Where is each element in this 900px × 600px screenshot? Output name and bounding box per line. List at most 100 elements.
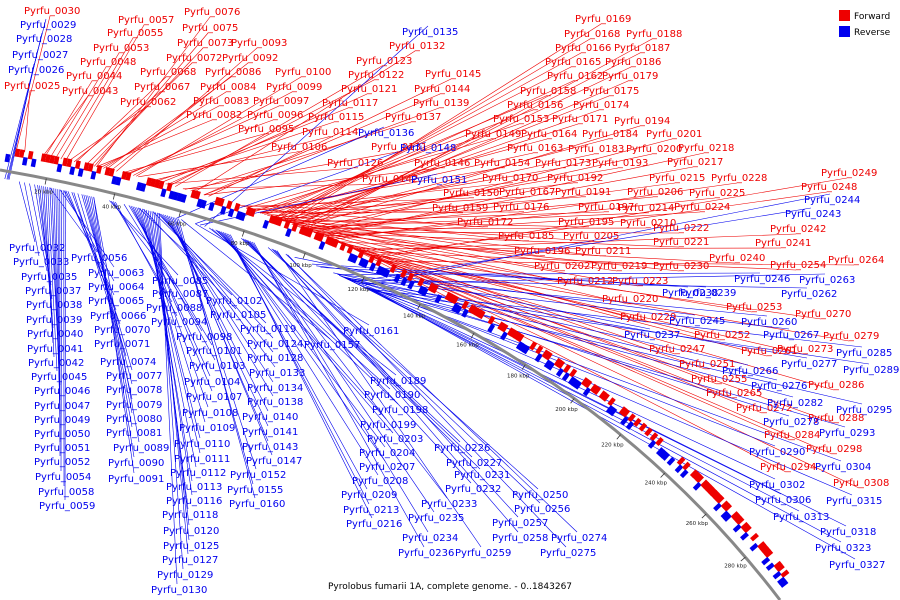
gene-label: Pyrfu_0048 [80, 57, 136, 68]
gene-label: Pyrfu_0157 [304, 340, 360, 351]
gene-label: Pyrfu_0032 [9, 243, 65, 254]
leader-line [314, 138, 673, 233]
leader-line [246, 239, 472, 484]
leader-line [339, 275, 776, 480]
leader-line [87, 195, 133, 414]
leader-line [298, 226, 639, 287]
leader-line [64, 190, 67, 501]
leader-line [194, 50, 416, 193]
forward-gene [49, 155, 56, 164]
scale-tick [302, 252, 306, 259]
leader-line [341, 276, 778, 381]
reverse-gene [765, 562, 775, 571]
gene-label: Pyrfu_0108 [182, 408, 238, 419]
reverse-gene [219, 205, 227, 215]
gene-label: Pyrfu_0103 [189, 361, 245, 372]
gene-label: Pyrfu_0063 [88, 268, 144, 279]
forward-gene [477, 310, 486, 320]
forward-gene [633, 417, 642, 427]
leader-line [345, 277, 790, 330]
reverse-gene [358, 257, 366, 267]
reverse-gene [140, 182, 147, 192]
forward-gene [580, 377, 590, 387]
forward-gene [474, 308, 483, 318]
forward-gene [272, 215, 280, 226]
gene-label: Pyrfu_0197 [578, 202, 634, 213]
leader-line [60, 189, 63, 472]
gene-label: Pyrfu_0151 [411, 175, 467, 186]
gene-label: Pyrfu_0251 [679, 359, 735, 370]
forward-gene [708, 487, 717, 497]
leader-line [287, 254, 567, 548]
leader-line [337, 272, 761, 275]
gene-label: Pyrfu_0203 [367, 434, 423, 445]
forward-gene [713, 492, 722, 502]
gene-label: Pyrfu_0033 [13, 257, 69, 268]
reverse-gene [713, 502, 722, 512]
leader-line [59, 189, 115, 268]
forward-gene [399, 269, 408, 279]
gene-label: Pyrfu_0070 [94, 325, 150, 336]
leader-line [259, 109, 534, 214]
gene-label: Pyrfu_0160 [229, 499, 285, 510]
leader-line [305, 38, 653, 230]
gene-label: Pyrfu_0211 [575, 246, 631, 257]
gene-label: Pyrfu_0168 [564, 29, 620, 40]
gene-label: Pyrfu_0124 [247, 339, 303, 350]
leader-line [60, 37, 134, 160]
gene-label: Pyrfu_0244 [804, 195, 860, 206]
leader-line [91, 47, 204, 166]
reverse-gene [777, 576, 787, 586]
gene-label: Pyrfu_0170 [482, 173, 538, 184]
leader-line [370, 289, 853, 496]
gene-label: Pyrfu_0192 [547, 173, 603, 184]
gene-label: Pyrfu_0110 [174, 439, 230, 450]
leader-line [172, 216, 273, 456]
gene-label: Pyrfu_0130 [151, 585, 207, 596]
reverse-gene [674, 464, 684, 474]
gene-label: Pyrfu_0030 [24, 6, 80, 17]
gene-label: Pyrfu_0166 [555, 43, 611, 54]
gene-label: Pyrfu_0025 [4, 81, 60, 92]
leader-line [370, 191, 828, 257]
forward-gene [750, 532, 759, 542]
forward-gene [553, 357, 562, 367]
gene-label: Pyrfu_0236 [398, 548, 454, 559]
legend: Forward Reverse [839, 10, 891, 38]
gene-label: Pyrfu_0134 [247, 383, 303, 394]
leader-line [244, 239, 481, 470]
gene-label: Pyrfu_0145 [425, 69, 481, 80]
reverse-gene [22, 156, 28, 166]
gene-label: Pyrfu_0089 [113, 443, 169, 454]
leader-line [24, 90, 31, 153]
gene-label: Pyrfu_0171 [552, 114, 608, 125]
reverse-gene [666, 456, 676, 466]
leader-line [178, 218, 256, 499]
gene-label: Pyrfu_0054 [35, 472, 91, 483]
gene-label: Pyrfu_0270 [795, 309, 851, 320]
gene-label: Pyrfu_0101 [186, 346, 242, 357]
gene-label: Pyrfu_0047 [34, 401, 90, 412]
forward-gene [245, 206, 253, 216]
gene-label: Pyrfu_0129 [157, 570, 213, 581]
scale-tick-label: 180 kbp [507, 374, 530, 380]
leader-line [222, 232, 386, 462]
gene-label: Pyrfu_0226 [434, 443, 490, 454]
leader-line [259, 196, 526, 214]
leader-line [305, 153, 653, 230]
reverse-gene [461, 308, 469, 318]
leader-line [29, 183, 48, 272]
forward-gene [682, 461, 691, 471]
reverse-gene [749, 542, 759, 552]
forward-gene [757, 541, 767, 550]
gene-label: Pyrfu_0147 [246, 456, 302, 467]
gene-label: Pyrfu_0080 [106, 414, 162, 425]
gene-label: Pyrfu_0154 [474, 158, 530, 169]
leader-line [204, 25, 429, 227]
gene-label: Pyrfu_0261 [741, 346, 797, 357]
gene-label: Pyrfu_0038 [26, 300, 82, 311]
scale-tick-label: 260 kbp [686, 521, 709, 527]
gene-label: Pyrfu_0066 [90, 311, 146, 322]
gene-label: Pyrfu_0056 [71, 253, 127, 264]
leader-line [230, 234, 373, 519]
